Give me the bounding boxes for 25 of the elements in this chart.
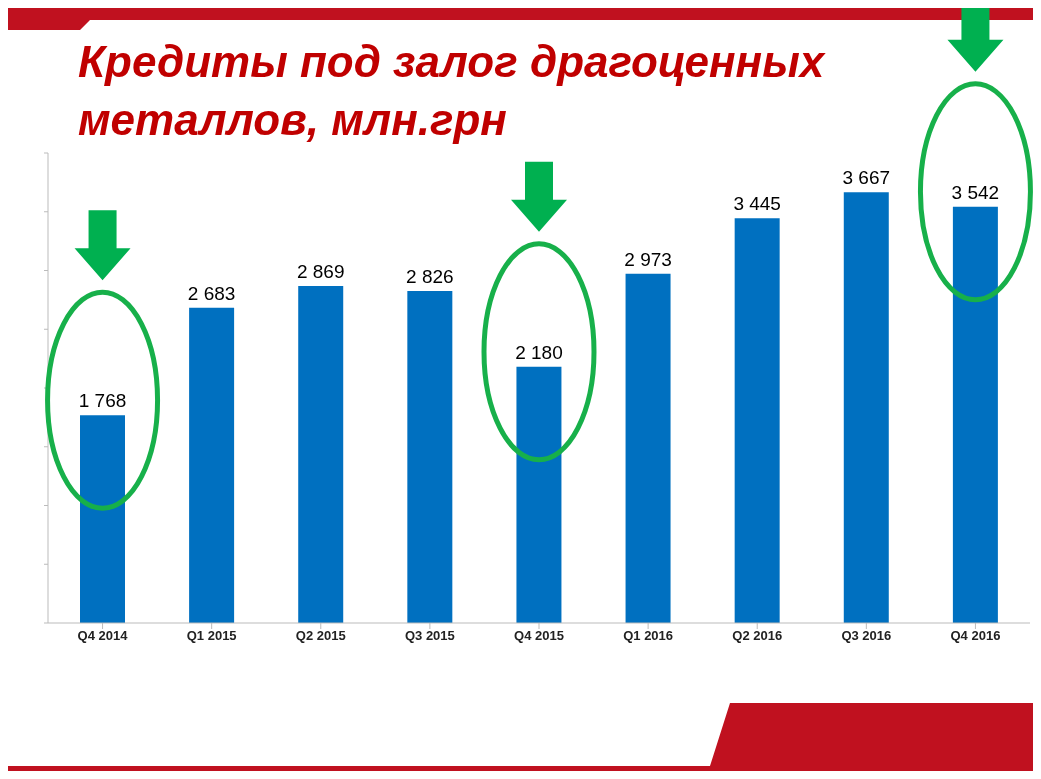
bar <box>734 218 780 623</box>
data-label: 3 667 <box>842 167 891 189</box>
x-tick-label: Q1 2015 <box>186 628 237 644</box>
x-tick-label: Q1 2016 <box>623 628 674 644</box>
bar <box>407 290 453 623</box>
data-label: 2 869 <box>296 260 345 282</box>
data-label: 3 542 <box>951 181 1000 203</box>
x-tick-label: Q3 2016 <box>841 628 892 644</box>
data-label: 2 180 <box>515 341 563 363</box>
x-tick-label: Q2 2016 <box>732 628 783 644</box>
data-label: 3 445 <box>733 193 781 215</box>
data-label: 1 768 <box>78 390 127 412</box>
bar <box>298 285 344 623</box>
data-label: 2 826 <box>406 265 454 287</box>
bar <box>189 307 235 623</box>
x-tick-label: Q2 2015 <box>295 628 346 644</box>
bar <box>843 192 889 623</box>
bar <box>625 273 671 623</box>
data-label: 2 683 <box>187 282 236 304</box>
chart-title: Кредиты под залог драгоценных металлов, млн.грн <box>78 36 827 146</box>
x-tick-label: Q3 2015 <box>404 628 455 644</box>
x-tick-label: Q4 2016 <box>950 628 1001 644</box>
x-tick-label: Q4 2014 <box>77 628 129 644</box>
x-tick-label: Q4 2015 <box>514 628 564 644</box>
data-label: 2 973 <box>624 248 672 270</box>
